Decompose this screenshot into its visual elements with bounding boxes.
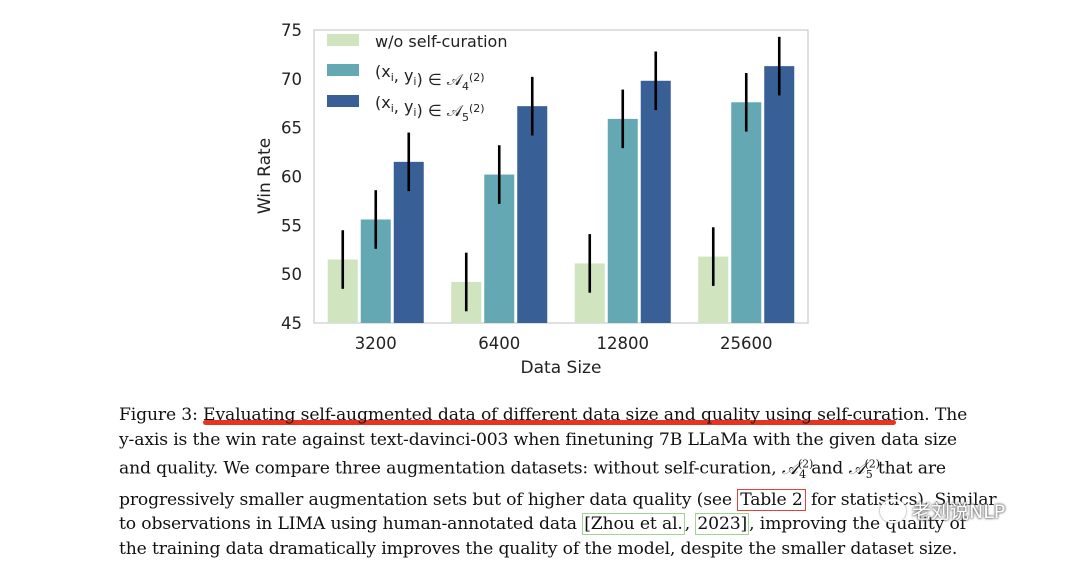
caption-text: , improving the quality of [749,514,966,535]
table-2-link[interactable]: Table 2 [737,488,806,511]
x-tick-label: 3200 [355,334,397,353]
caption-title: Evaluating self-augmented data of differ… [203,405,925,425]
red-underline-annotation [203,420,896,425]
x-tick-label: 12800 [597,334,650,353]
caption-text: and [805,458,849,479]
legend-label-part: , y [394,97,414,116]
caption-line-6: the training data dramatically improves … [119,538,958,559]
caption-text: , [684,514,696,535]
legend-label-1: (xi, yi) ∈ 𝒜4(2) [375,62,485,93]
citation-link-zhou[interactable]: [Zhou et al. [582,513,685,536]
legend-label-2: (xi, yi) ∈ 𝒜5(2) [375,93,485,124]
legend-label-part: 𝒜 [447,101,464,120]
y-tick-label: 60 [281,168,302,187]
wechat-icon [880,498,906,523]
y-tick-label: 55 [281,216,302,235]
y-tick-label: 75 [281,21,302,40]
y-tick-label: 45 [281,314,302,333]
legend-label-part: i [391,102,394,115]
plot-frame [313,29,809,324]
math-sub: 5 [865,468,873,482]
caption-text: that are [872,458,946,479]
bar-1-12800 [607,118,638,323]
caption-text: to observations in LIMA using human-anno… [119,514,583,535]
legend-label-part: 4 [462,80,469,93]
x-axis-label: Data Size [521,358,602,378]
legend-label-part: ) ∈ [416,101,446,120]
citation-link-year[interactable]: 2023] [695,513,750,536]
bar-2-12800 [640,80,671,323]
legend: w/o self-curation(xi, yi) ∈ 𝒜4(2)(xi, yi… [327,32,507,124]
math-symbol: 𝒜 [848,458,865,479]
legend-label-part: (x [375,93,391,112]
legend-label-part: i [413,106,416,119]
legend-label-part: i [391,71,394,84]
legend-label-part: ) ∈ [416,70,446,89]
caption-text: and quality. We compare three augmentati… [119,458,782,479]
bars-layer [327,36,795,324]
y-tick-label: 70 [281,70,302,89]
caption-text: for statistics). Similar [805,489,997,510]
legend-swatch-2 [327,95,359,107]
legend-label-part: (x [375,62,391,81]
caption-text: progressively smaller augmentation sets … [119,489,738,510]
math-sup: (2) [797,457,814,470]
math-a5: 𝒜(2)5 [848,457,879,482]
bar-2-25600 [764,66,795,324]
caption-line-2: y-axis is the win rate against text-davi… [119,429,957,450]
legend-label-part: (2) [469,71,485,84]
x-tick-label: 6400 [478,334,520,353]
legend-label-part: , y [394,66,414,85]
legend-label-part: i [413,75,416,88]
legend-label-0: w/o self-curation [375,32,507,51]
bar-1-25600 [731,102,762,323]
bar-2-6400 [517,106,548,324]
watermark-text: 老刘说NLP [912,501,1006,523]
y-tick-label: 50 [281,265,302,284]
math-sub: 4 [799,468,806,482]
math-sup: (2) [864,457,880,470]
y-axis-label: Win Rate [255,138,275,214]
legend-swatch-0 [327,34,359,46]
math-a4: 𝒜(2)4 [781,457,813,482]
legend-label-part: 5 [462,111,469,124]
legend-swatch-1 [327,64,359,76]
y-ticks: 45 50 55 60 65 70 75 [281,21,302,333]
y-tick-label: 65 [281,119,302,138]
x-tick-label: 25600 [720,334,773,353]
caption-fig-label: Figure 3: [119,405,204,425]
watermark: 老刘说NLP [880,497,1005,524]
legend-label-part: 𝒜 [447,70,464,89]
math-symbol: 𝒜 [781,458,798,479]
legend-label-part: (2) [469,102,485,115]
caption-text: . The [924,405,968,425]
figure-caption: Figure 3: Evaluating self-augmented data… [119,403,997,561]
x-ticks: 3200 6400 12800 25600 [355,334,773,353]
